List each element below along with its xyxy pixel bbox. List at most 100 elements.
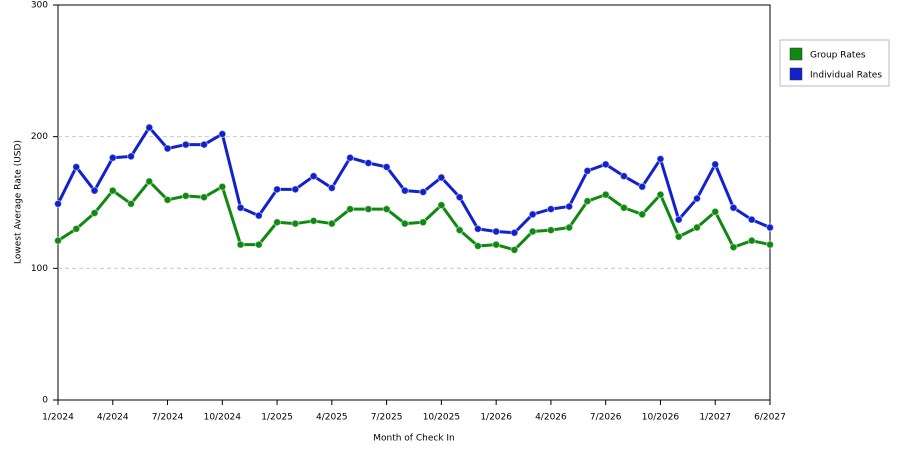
y-tick-label: 100: [31, 264, 48, 274]
data-point: [200, 193, 209, 202]
data-point: [766, 223, 774, 232]
data-point: [382, 205, 391, 214]
data-point: [364, 205, 373, 214]
data-point: [747, 215, 756, 224]
data-point: [72, 224, 81, 233]
data-point: [510, 228, 519, 237]
data-point: [400, 219, 409, 228]
data-point: [565, 223, 574, 232]
legend-label: Group Rates: [810, 51, 866, 61]
data-point: [528, 227, 537, 236]
data-point: [72, 162, 81, 171]
data-point: [583, 166, 592, 175]
x-tick-label: 7/2024: [152, 413, 184, 423]
x-tick-label: 1/2024: [42, 413, 74, 423]
x-tick-label: 10/2026: [642, 413, 680, 423]
x-tick-label: 4/2026: [535, 413, 567, 423]
data-point: [54, 199, 62, 208]
y-tick-label: 200: [31, 132, 48, 142]
data-point: [692, 194, 701, 203]
data-point: [638, 182, 647, 191]
data-point: [346, 205, 355, 214]
data-point: [711, 160, 720, 169]
x-tick-label: 7/2025: [371, 413, 403, 423]
data-point: [692, 223, 701, 232]
series-line: [57, 179, 771, 252]
data-point: [674, 232, 683, 241]
data-point: [200, 140, 209, 149]
data-point: [236, 203, 245, 212]
data-point: [309, 172, 318, 181]
data-point: [473, 224, 482, 233]
data-point: [163, 195, 172, 204]
data-point: [291, 185, 300, 194]
y-tick-label: 300: [31, 1, 48, 11]
data-point: [382, 162, 391, 171]
legend-label: Individual Rates: [810, 71, 882, 81]
data-point: [181, 191, 190, 200]
data-point: [419, 187, 428, 196]
x-tick-label: 10/2025: [423, 413, 460, 423]
legend-swatch: [789, 47, 803, 61]
data-point: [145, 177, 154, 186]
x-tick-label: 7/2026: [590, 413, 622, 423]
data-point: [127, 199, 136, 208]
data-point: [473, 241, 482, 250]
data-point: [254, 240, 263, 249]
data-point: [492, 227, 501, 236]
x-tick-label: 1/2026: [480, 413, 512, 423]
x-tick-label: 6/2027: [754, 413, 786, 423]
data-point: [747, 236, 756, 245]
data-point: [108, 186, 117, 195]
data-point: [528, 210, 537, 219]
data-point: [90, 209, 99, 218]
data-point: [218, 130, 227, 139]
data-point: [127, 152, 136, 161]
x-tick-label: 1/2025: [261, 413, 293, 423]
data-point: [656, 155, 665, 164]
x-tick-label: 10/2024: [204, 413, 242, 423]
data-point: [236, 240, 245, 249]
data-point: [145, 123, 154, 132]
data-point: [565, 202, 574, 211]
data-point: [546, 226, 555, 235]
data-point: [163, 144, 172, 153]
data-point: [729, 243, 738, 252]
data-point: [619, 172, 628, 181]
data-point: [108, 153, 117, 162]
legend-swatch: [789, 67, 803, 81]
data-point: [273, 218, 282, 227]
data-point: [656, 190, 665, 199]
data-point: [619, 203, 628, 212]
data-point: [181, 140, 190, 149]
data-point: [674, 215, 683, 224]
data-point: [711, 207, 720, 216]
y-tick-label: 0: [42, 396, 48, 406]
data-point: [766, 240, 774, 249]
data-point: [400, 186, 409, 195]
data-point: [419, 218, 428, 227]
data-point: [327, 184, 336, 193]
x-axis-title: Month of Check In: [373, 434, 455, 444]
data-point: [455, 226, 464, 235]
data-point: [327, 219, 336, 228]
data-point: [437, 173, 446, 182]
data-point: [346, 153, 355, 162]
data-point: [455, 193, 464, 202]
x-tick-label: 4/2025: [316, 413, 348, 423]
data-point: [583, 197, 592, 206]
data-point: [291, 219, 300, 228]
data-point: [492, 240, 501, 249]
data-point: [364, 159, 373, 167]
data-point: [638, 210, 647, 219]
series-line: [56, 125, 771, 235]
data-point: [254, 211, 263, 220]
data-point: [218, 182, 227, 191]
x-tick-label: 4/2024: [97, 413, 129, 423]
data-point: [54, 236, 62, 245]
x-tick-label: 1/2027: [699, 413, 731, 423]
data-point: [273, 185, 282, 194]
y-axis-title: Lowest Average Rate (USD): [14, 140, 24, 264]
data-point: [601, 190, 610, 199]
